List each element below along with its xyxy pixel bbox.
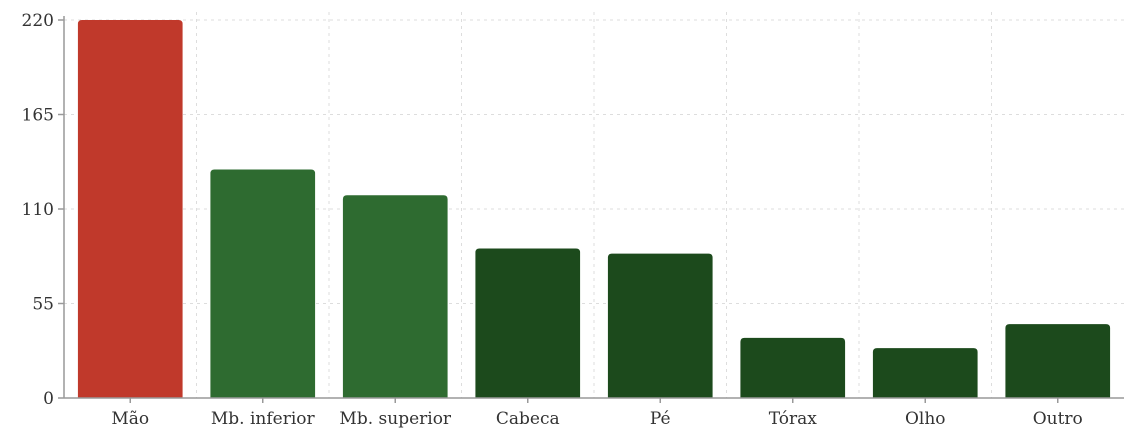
bar-6[interactable]	[740, 337, 846, 398]
bar-7[interactable]	[872, 348, 978, 398]
bar-8[interactable]	[1005, 324, 1111, 398]
bar-3[interactable]	[342, 195, 448, 398]
y-tick-label: 220	[22, 11, 54, 31]
bar-2[interactable]	[210, 169, 316, 398]
y-tick-label: 165	[22, 106, 54, 126]
bar-4[interactable]	[475, 248, 581, 398]
x-tick-label: Mb. inferior	[211, 409, 316, 429]
x-tick-label: Outro	[1033, 409, 1083, 429]
x-tick-label: Pé	[650, 409, 671, 429]
x-tick-label: Mão	[111, 409, 149, 429]
x-tick-label: Tórax	[769, 409, 818, 429]
y-tick-label: 110	[22, 200, 54, 220]
axes	[58, 16, 1124, 403]
x-tick-label: Mb. superior	[339, 409, 452, 429]
bar-1[interactable]	[77, 20, 183, 398]
bars	[77, 20, 1111, 398]
labels: 0 55 110 165 220 Mão Mb. inferior Mb. superior C…	[22, 11, 1083, 429]
y-tick-label: 0	[43, 389, 54, 409]
x-tick-label: Cabeca	[496, 409, 560, 429]
x-tick-label: Olho	[905, 409, 946, 429]
y-tick-label: 55	[32, 295, 54, 315]
bar-5[interactable]	[607, 253, 713, 398]
